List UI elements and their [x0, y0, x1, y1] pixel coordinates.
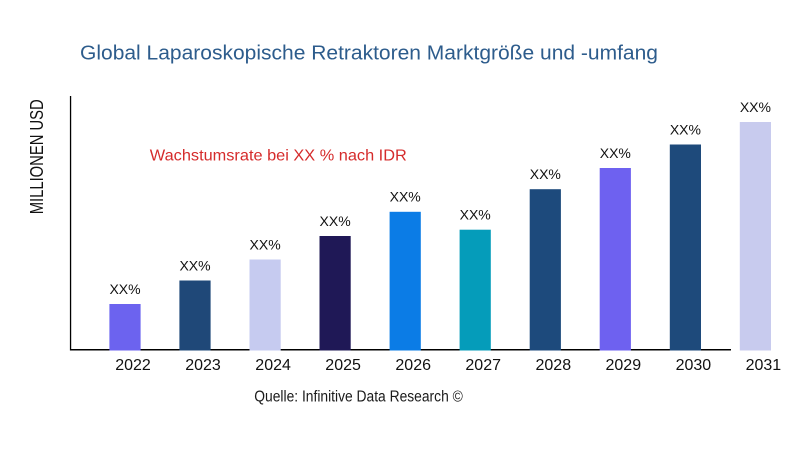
svg-text:Global Laparoskopische Retrakt: Global Laparoskopische Retraktoren Markt… [80, 43, 658, 65]
svg-text:XX%: XX% [109, 281, 140, 297]
svg-text:2029: 2029 [606, 357, 642, 374]
svg-text:2027: 2027 [465, 357, 501, 374]
svg-text:2026: 2026 [395, 357, 431, 374]
svg-text:2023: 2023 [185, 357, 221, 374]
svg-text:Wachstumsrate bei XX % nach ID: Wachstumsrate bei XX % nach IDR [150, 147, 407, 164]
svg-text:2028: 2028 [536, 357, 572, 374]
svg-text:XX%: XX% [530, 166, 561, 182]
svg-text:XX%: XX% [250, 236, 281, 252]
svg-text:2025: 2025 [325, 357, 361, 374]
svg-text:XX%: XX% [740, 99, 771, 115]
svg-text:2024: 2024 [255, 357, 291, 374]
svg-text:2022: 2022 [115, 357, 151, 374]
svg-text:XX%: XX% [179, 257, 210, 273]
svg-text:XX%: XX% [320, 213, 351, 229]
svg-text:MILLIONEN USD: MILLIONEN USD [27, 99, 47, 214]
svg-text:XX%: XX% [460, 207, 491, 223]
svg-text:2031: 2031 [746, 357, 782, 374]
svg-text:Quelle: Infinitive Data Resear: Quelle: Infinitive Data Research © [254, 389, 463, 406]
svg-text:2030: 2030 [676, 357, 712, 374]
svg-text:XX%: XX% [670, 121, 701, 137]
svg-text:XX%: XX% [390, 189, 421, 205]
svg-text:XX%: XX% [600, 145, 631, 161]
